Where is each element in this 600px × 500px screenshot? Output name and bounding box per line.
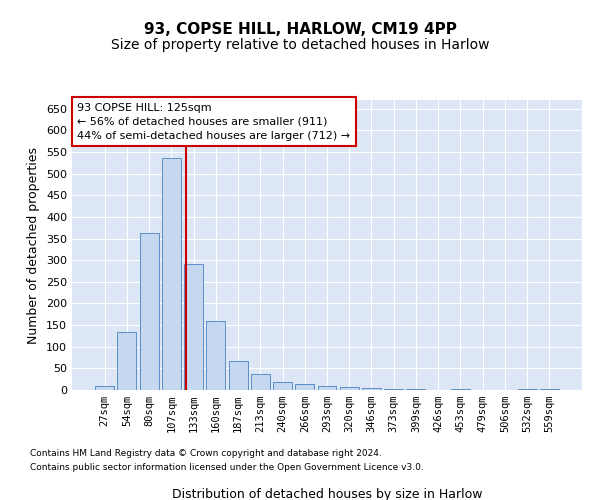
Bar xyxy=(140,234,158,390)
Bar xyxy=(273,382,292,390)
Bar xyxy=(451,388,470,390)
Bar xyxy=(362,388,381,390)
Bar xyxy=(229,361,248,390)
Bar xyxy=(384,388,403,390)
Text: Contains HM Land Registry data © Crown copyright and database right 2024.: Contains HM Land Registry data © Crown c… xyxy=(30,448,382,458)
Bar xyxy=(184,264,203,390)
Bar xyxy=(206,320,225,390)
Text: 93 COPSE HILL: 125sqm
← 56% of detached houses are smaller (911)
44% of semi-det: 93 COPSE HILL: 125sqm ← 56% of detached … xyxy=(77,103,350,141)
Bar xyxy=(95,386,114,390)
Bar xyxy=(118,332,136,390)
Bar xyxy=(317,386,337,390)
Bar xyxy=(295,384,314,390)
Text: Contains public sector information licensed under the Open Government Licence v3: Contains public sector information licen… xyxy=(30,464,424,472)
Text: Size of property relative to detached houses in Harlow: Size of property relative to detached ho… xyxy=(111,38,489,52)
Text: 93, COPSE HILL, HARLOW, CM19 4PP: 93, COPSE HILL, HARLOW, CM19 4PP xyxy=(143,22,457,38)
Bar xyxy=(162,158,181,390)
Bar xyxy=(251,374,270,390)
X-axis label: Distribution of detached houses by size in Harlow: Distribution of detached houses by size … xyxy=(172,488,482,500)
Bar xyxy=(518,388,536,390)
Bar xyxy=(540,389,559,390)
Y-axis label: Number of detached properties: Number of detached properties xyxy=(28,146,40,344)
Bar xyxy=(340,386,359,390)
Bar xyxy=(406,388,425,390)
